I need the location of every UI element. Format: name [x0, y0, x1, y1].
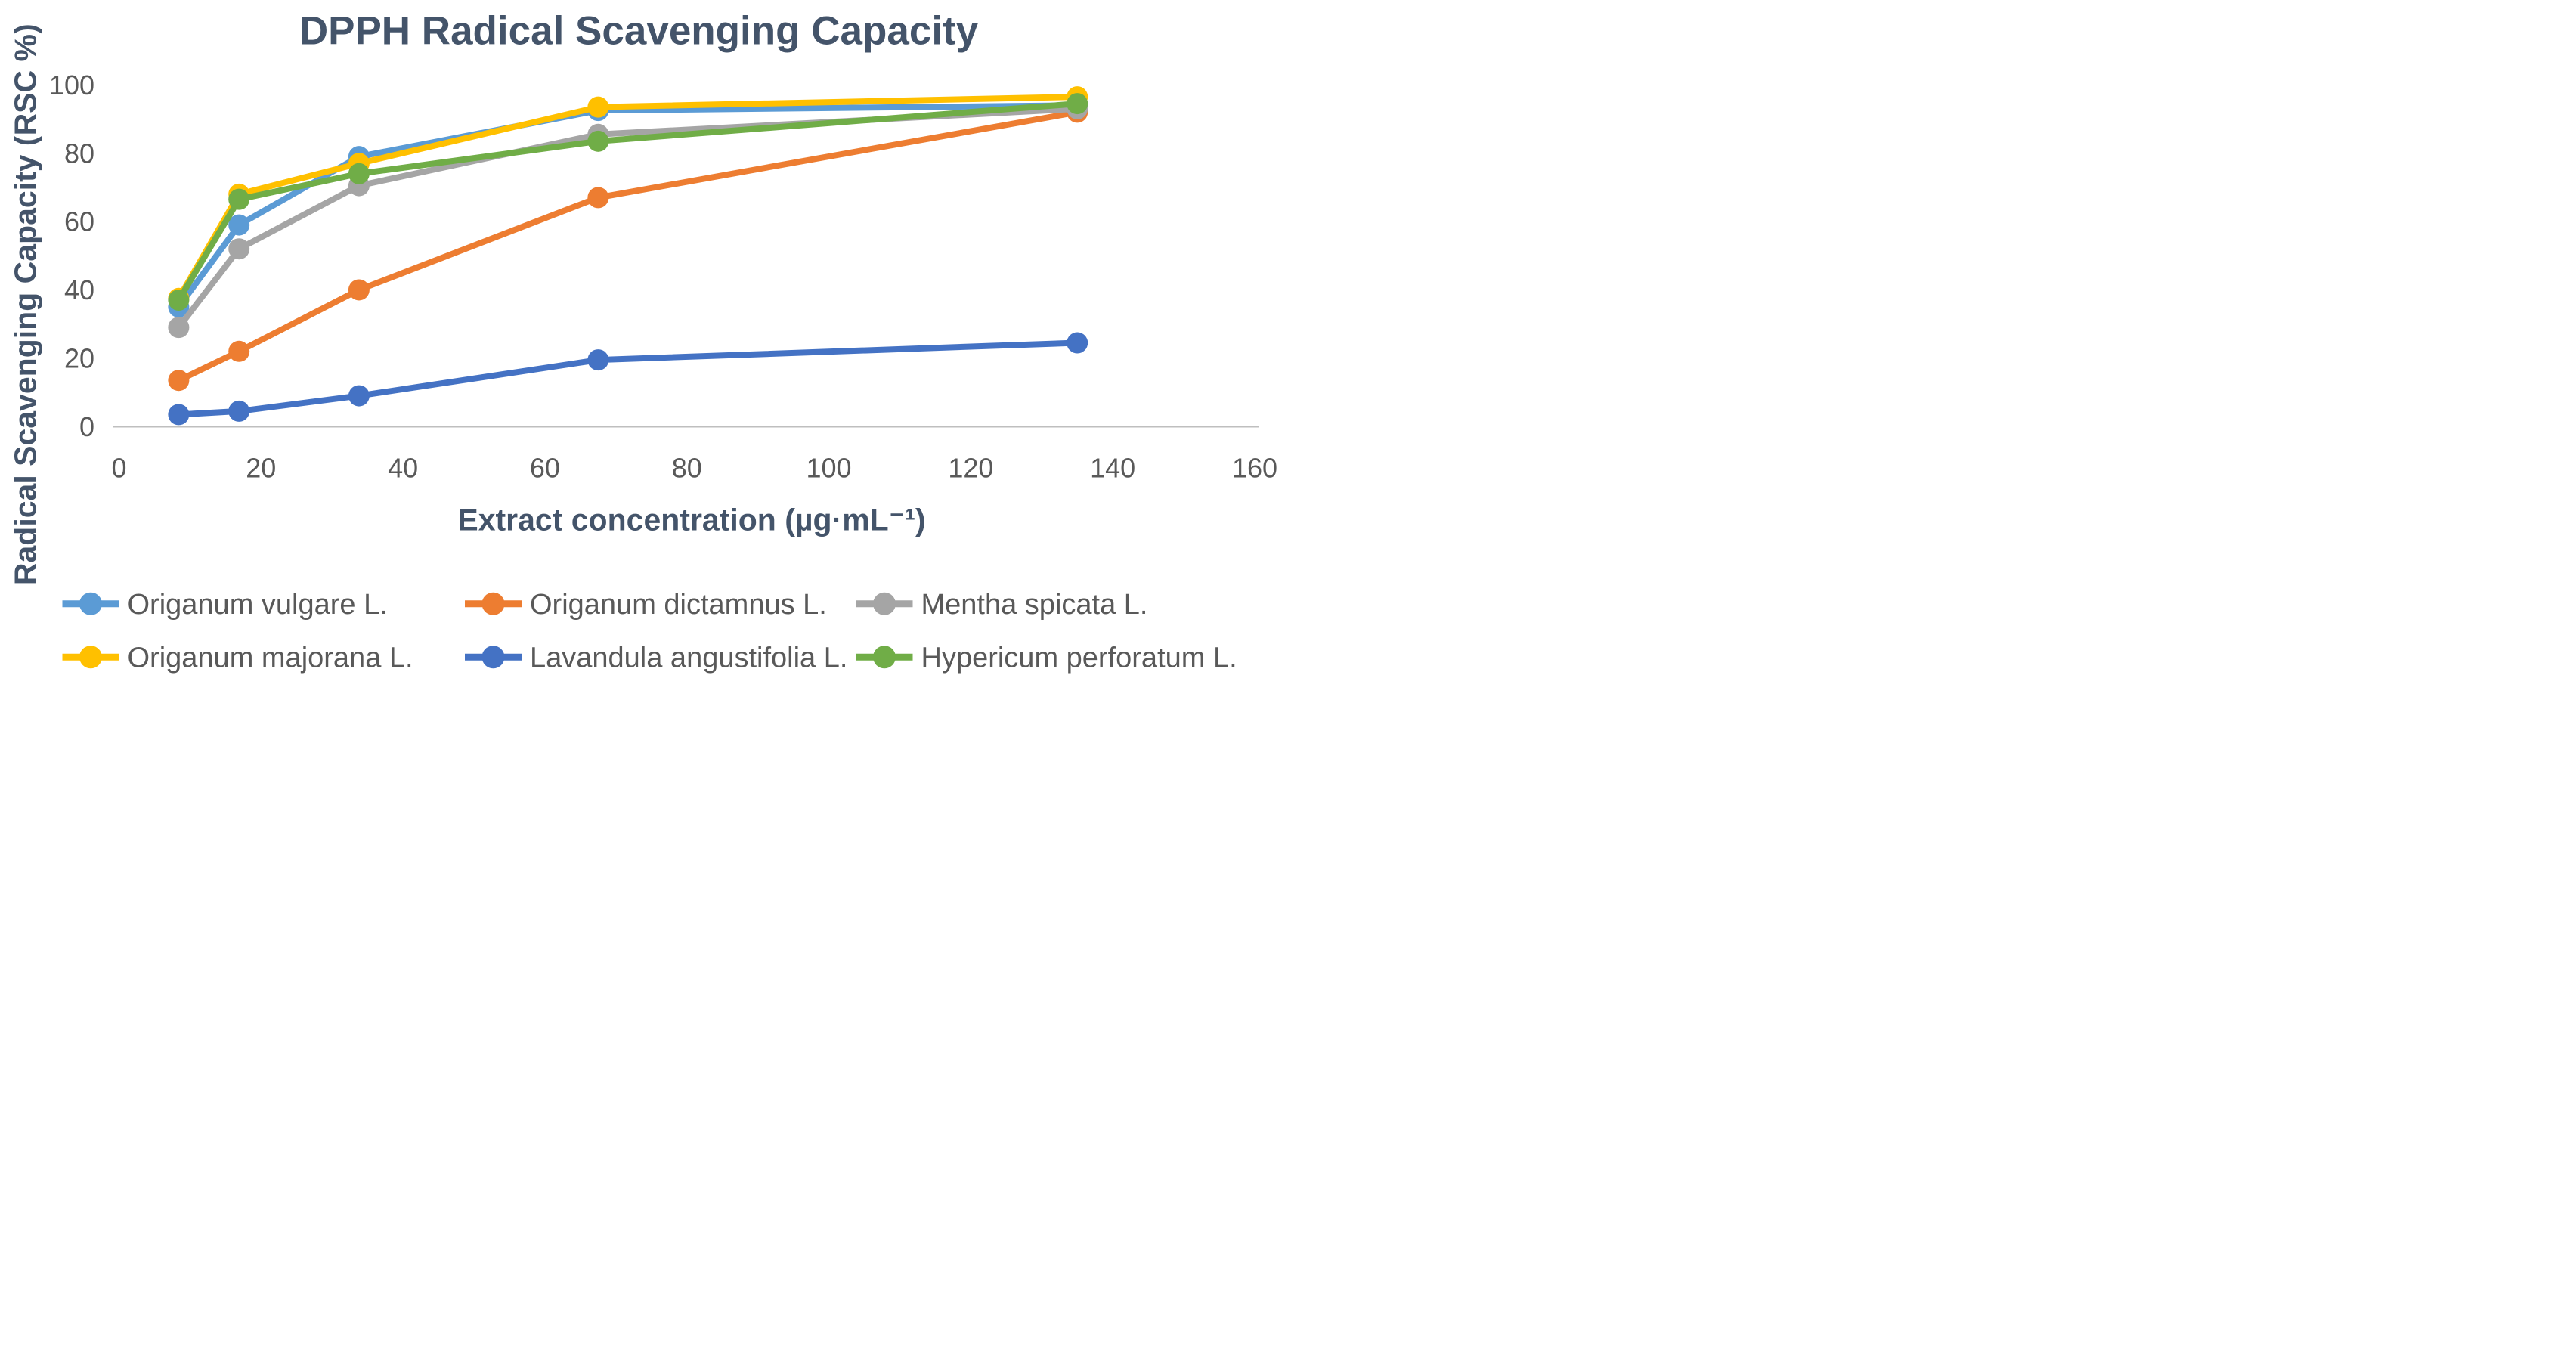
x-tick-label: 120	[948, 452, 993, 483]
series-marker	[348, 279, 370, 301]
x-tick-label: 100	[807, 452, 852, 483]
x-tick-label: 160	[1232, 452, 1277, 483]
legend-item: Origanum majorana L.	[62, 643, 413, 674]
series-marker	[168, 317, 190, 339]
series-origanum-vulgare-l	[168, 94, 1088, 318]
series-marker	[228, 238, 250, 260]
legend-item-label: Origanum vulgare L.	[128, 589, 388, 621]
series-marker	[228, 214, 250, 236]
x-axis-tick-labels: 0 20 40 60 80 100 120 140 160	[111, 452, 1277, 483]
y-tick-label: 40	[64, 274, 94, 305]
y-tick-label: 0	[79, 411, 94, 442]
series-line	[175, 94, 1081, 302]
series-marker	[1067, 332, 1088, 354]
legend-item-label: Origanum majorana L.	[128, 643, 413, 674]
x-tick-label: 40	[388, 452, 418, 483]
legend: Origanum vulgare L. Origanum dictamnus L.…	[62, 589, 1237, 674]
series-line	[175, 339, 1081, 418]
chart-title: DPPH Radical Scavenging Capacity	[299, 8, 979, 53]
legend-item: Lavandula angustifolia L.	[465, 643, 847, 674]
legend-marker-dot	[79, 592, 102, 615]
legend-item-label: Lavandula angustifolia L.	[530, 643, 847, 674]
series-marker	[587, 349, 609, 371]
x-tick-label: 80	[672, 452, 702, 483]
series-marker	[348, 385, 370, 407]
legend-marker-dot	[481, 646, 505, 669]
series-marker	[1067, 93, 1088, 115]
series-marker	[587, 187, 609, 209]
y-tick-label: 80	[64, 138, 94, 169]
legend-marker-dot	[873, 592, 896, 615]
series-line	[175, 109, 1081, 384]
series-marker	[228, 340, 250, 362]
legend-item-label: Origanum dictamnus L.	[530, 589, 827, 621]
series-lavandula-angustifolia-l	[168, 332, 1088, 426]
series-marker	[348, 163, 370, 184]
series-marker	[168, 370, 190, 392]
x-axis-title: Extract concentration (µg·mL⁻¹)	[457, 502, 925, 537]
series-plot	[168, 86, 1088, 426]
y-axis-title: Radical Scavenging Capacity (RSC %)	[8, 23, 43, 585]
legend-item: Mentha spicata L.	[856, 589, 1148, 621]
y-tick-label: 20	[64, 342, 94, 373]
series-marker	[228, 400, 250, 422]
series-marker	[168, 404, 190, 426]
legend-marker-dot	[79, 646, 102, 669]
legend-item: Hypericum perforatum L.	[856, 643, 1237, 674]
y-axis-tick-labels: 0 20 40 60 80 100	[49, 70, 94, 442]
series-hypericum-perforatum-l	[168, 93, 1088, 311]
x-tick-label: 20	[246, 452, 276, 483]
y-tick-label: 100	[49, 70, 94, 101]
series-marker	[228, 188, 250, 210]
legend-item-label: Mentha spicata L.	[921, 589, 1148, 621]
x-tick-label: 60	[530, 452, 560, 483]
series-marker	[168, 290, 190, 311]
legend-item-label: Hypericum perforatum L.	[921, 643, 1237, 674]
legend-item: Origanum vulgare L.	[62, 589, 388, 621]
series-origanum-majorana-l	[168, 86, 1088, 309]
legend-marker-dot	[873, 646, 896, 669]
legend-marker-dot	[481, 592, 505, 615]
chart-canvas: DPPH Radical Scavenging Capacity Radical…	[8, 8, 1278, 674]
dpph-line-chart-figure: DPPH Radical Scavenging Capacity Radical…	[0, 0, 1288, 686]
series-marker	[587, 130, 609, 152]
series-origanum-dictamnus-l	[168, 101, 1088, 392]
series-marker	[587, 96, 609, 118]
x-tick-label: 140	[1090, 452, 1135, 483]
x-tick-label: 0	[111, 452, 126, 483]
y-tick-label: 60	[64, 206, 94, 237]
legend-item: Origanum dictamnus L.	[465, 589, 827, 621]
